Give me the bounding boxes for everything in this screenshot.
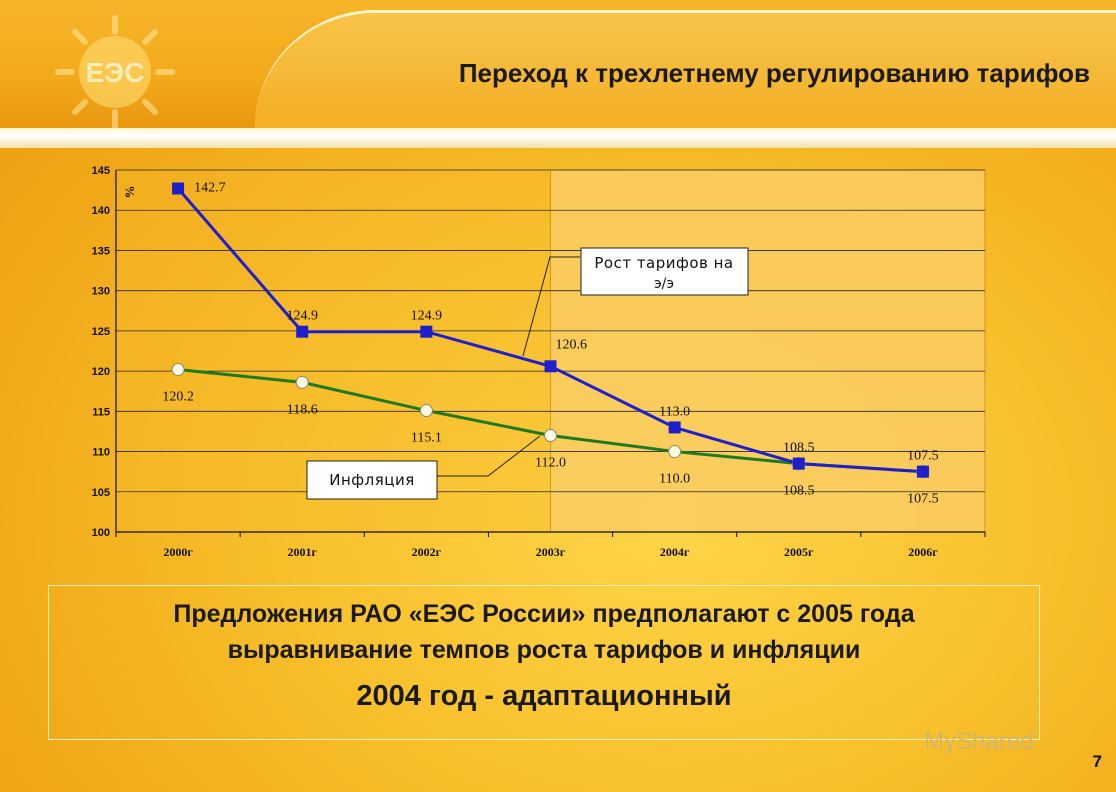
header-stripe xyxy=(0,128,1116,148)
y-tick-label: 120 xyxy=(92,366,110,378)
tariff-data-label: 113.0 xyxy=(659,404,690,419)
tariff-data-label: 108.5 xyxy=(783,441,815,456)
page-title: Переход к трехлетнему регулированию тари… xyxy=(458,58,1090,88)
y-tick-label: 105 xyxy=(92,487,110,499)
tariff-point xyxy=(916,465,929,478)
inflation-data-label: 120.2 xyxy=(162,390,194,405)
header-curve xyxy=(255,10,1116,131)
tariff-legend-line1: Рост тарифов на xyxy=(594,254,733,272)
inflation-point xyxy=(419,404,433,418)
inflation-legend-label: Инфляция xyxy=(329,471,414,489)
y-tick-label: 115 xyxy=(92,406,110,418)
x-tick-label: 2006г xyxy=(908,545,938,559)
y-tick-label: 135 xyxy=(92,245,110,257)
tariff-point xyxy=(296,325,309,338)
inflation-data-label: 118.6 xyxy=(287,402,318,417)
inflation-data-label: 112.0 xyxy=(535,455,566,470)
y-axis-label: % xyxy=(122,186,137,199)
inflation-data-label: 107.5 xyxy=(907,492,939,507)
tariff-data-label: 124.9 xyxy=(286,309,318,324)
forecast-region xyxy=(550,169,986,533)
tariff-point xyxy=(172,182,185,195)
y-tick-label: 140 xyxy=(92,205,110,217)
tariff-point xyxy=(792,457,805,470)
inflation-legend-box xyxy=(306,460,438,500)
watermark: MyShared xyxy=(924,728,1034,755)
note-box: Предложения РАО «ЕЭС России» предполагаю… xyxy=(48,585,1040,740)
x-tick-label: 2000г xyxy=(163,545,193,559)
chart-area: 100 105 110 115 120 125 130 135 140 145 2000г 2001г… xyxy=(70,160,1000,570)
inflation-point xyxy=(171,363,185,377)
inflation-data-label: 115.1 xyxy=(411,431,442,446)
x-tick-label: 2001г xyxy=(287,545,317,559)
y-tick-label: 145 xyxy=(92,165,110,177)
tariff-callout-line xyxy=(522,256,580,357)
tariff-data-label: 120.6 xyxy=(556,337,588,352)
tariff-legend-line2: э/э xyxy=(654,276,674,292)
logo-icon: ЕЭС xyxy=(55,15,175,129)
tariff-point xyxy=(544,360,557,373)
inflation-point xyxy=(668,445,682,459)
logo-text: ЕЭС xyxy=(86,57,145,88)
x-tick-label: 2004г xyxy=(660,545,690,559)
tariff-data-label: 124.9 xyxy=(411,309,443,324)
tariff-data-label: 142.7 xyxy=(194,181,226,196)
y-tick-label: 125 xyxy=(92,326,110,338)
inflation-callout-line xyxy=(437,435,541,477)
y-tick-label: 130 xyxy=(92,286,110,298)
x-tick-label: 2002г xyxy=(412,545,442,559)
page-number: 7 xyxy=(1092,752,1102,771)
tariff-legend-box xyxy=(580,247,749,296)
tariff-point xyxy=(420,325,433,338)
inflation-point xyxy=(295,375,309,389)
inflation-data-label: 108.5 xyxy=(783,484,815,499)
inflation-point xyxy=(544,428,557,442)
note-line-3: 2004 год - адаптационный xyxy=(356,680,732,712)
inflation-data-label: 110.0 xyxy=(659,472,690,487)
line-chart: 100 105 110 115 120 125 130 135 140 145 2000г 2001г… xyxy=(92,165,986,559)
y-tick-label: 110 xyxy=(92,447,110,459)
note-line-1: Предложения РАО «ЕЭС России» предполагаю… xyxy=(173,600,915,628)
tariff-data-label: 107.5 xyxy=(907,449,939,464)
tariff-point xyxy=(668,421,681,434)
y-tick-label: 100 xyxy=(92,527,110,539)
x-tick-label: 2003г xyxy=(536,545,566,559)
note-line-2: выравнивание темпов роста тарифов и инфл… xyxy=(227,636,861,664)
x-tick-label: 2005г xyxy=(784,545,814,559)
